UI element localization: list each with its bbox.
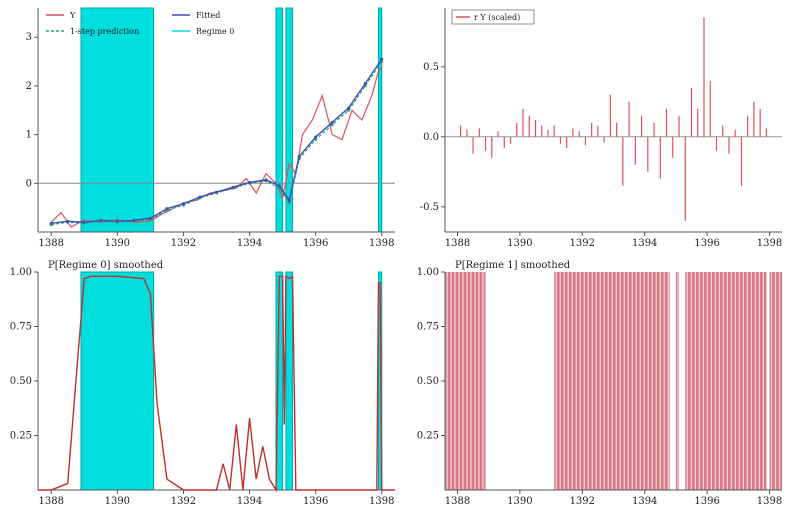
regime0-band (285, 271, 294, 491)
data-point (215, 190, 218, 194)
regime0-band (275, 7, 284, 233)
x-tick-label: 1396 (694, 238, 719, 249)
chart-panel-top-right: 1388 1390 1392 1394 1396 1398 -0.5 0.0 0.5 r Y (s… (420, 8, 782, 249)
data-point (248, 180, 252, 184)
x-tick-label: 1396 (303, 496, 328, 507)
y-tick-label: 2 (26, 81, 32, 92)
data-point (148, 216, 152, 220)
data-point (66, 219, 70, 223)
regime1-band-fill (685, 272, 767, 490)
data-point (99, 218, 103, 222)
y-tick-label: 0.75 (10, 322, 32, 333)
data-point (231, 185, 235, 189)
data-point (347, 106, 351, 110)
regime0-band (80, 271, 155, 491)
data-point (198, 195, 202, 199)
data-point (287, 201, 291, 205)
legend-label: r Y (scaled) (474, 13, 520, 22)
y-tick-label: 0.25 (417, 431, 439, 442)
y-tick-label: 0.0 (423, 132, 439, 143)
regime0-band (80, 7, 155, 233)
y-tick-label: 0.75 (417, 322, 439, 333)
y-tick-label: 0.50 (417, 376, 439, 387)
x-tick-label: 1390 (105, 238, 130, 249)
data-point (380, 57, 384, 61)
y-tick-label: 1 (26, 130, 32, 141)
y-tick-label: 1.00 (10, 267, 32, 278)
legend-one-step: 1-step prediction (46, 27, 139, 36)
y-tick-label: 3 (26, 32, 32, 43)
legend: Y 1-step prediction Fitted Regime 0 (46, 11, 234, 36)
legend-y: Y (46, 11, 76, 20)
data-point (277, 184, 281, 188)
regime0-band (377, 7, 383, 233)
chart-panel-top-left: 1388 1390 1392 1394 1396 1398 0 1 2 3 Y 1-step pred… (26, 7, 395, 249)
panel-title: P[Regime 1] smoothed (455, 260, 571, 271)
x-tick-label: 1394 (632, 496, 657, 507)
x-tick-label: 1398 (757, 238, 782, 249)
chart-panel-bottom-left: 1388 1390 1392 1394 1396 1398 0.25 0.50 0.75 1.00… (10, 260, 395, 507)
x-tick-label: 1392 (171, 238, 196, 249)
data-point (264, 178, 268, 182)
x-tick-label: 1398 (369, 496, 394, 507)
x-tick-label: 1390 (507, 238, 532, 249)
x-tick-label: 1390 (105, 496, 130, 507)
x-tick-label: 1392 (171, 496, 196, 507)
regime1-band (554, 272, 670, 490)
x-tick-label: 1392 (570, 496, 595, 507)
data-point (297, 155, 301, 159)
data-point (330, 120, 334, 124)
y-tick-label: 0.25 (10, 431, 32, 442)
legend: r Y (scaled) (451, 9, 535, 25)
series-p-regime0-line (38, 275, 395, 493)
legend-box (451, 9, 535, 25)
regime1-band (445, 272, 486, 490)
x-tick-label: 1388 (38, 238, 63, 249)
data-point (49, 221, 53, 225)
data-point (330, 123, 334, 127)
data-point (314, 135, 318, 139)
x-tick-label: 1388 (445, 496, 470, 507)
x-tick-label: 1394 (632, 238, 657, 249)
legend-fitted: Fitted (172, 11, 220, 20)
y-tick-label: 1.00 (417, 267, 439, 278)
data-point (115, 219, 119, 223)
regime1-band (675, 272, 680, 490)
y-tick-label: 0.50 (10, 376, 32, 387)
data-point (287, 198, 291, 202)
series-y-line (50, 66, 383, 228)
chart-panel-bottom-right: 1388 1390 1392 1394 1396 1398 0.25 0.50 0.75 1.00… (417, 260, 783, 507)
x-tick-label: 1398 (369, 238, 394, 249)
y-tick-label: -0.5 (420, 202, 439, 213)
legend-label: Fitted (196, 11, 220, 20)
y-tick-label: 0 (26, 178, 32, 189)
data-point (181, 202, 185, 206)
x-tick-label: 1394 (237, 238, 262, 249)
data-point (363, 81, 367, 85)
series-fitted-line (51, 58, 383, 224)
panel-title: P[Regime 0] smoothed (48, 260, 164, 271)
y-tick-label: 0.5 (423, 62, 439, 73)
legend-regime0: Regime 0 (172, 27, 234, 36)
x-tick-label: 1388 (445, 238, 470, 249)
data-point (347, 108, 351, 112)
legend-label: Y (69, 11, 76, 20)
series-one-step-line (51, 61, 383, 226)
x-tick-label: 1388 (38, 496, 63, 507)
x-tick-label: 1394 (237, 496, 262, 507)
data-point (165, 207, 169, 211)
x-tick-label: 1396 (694, 496, 719, 507)
x-tick-label: 1396 (303, 238, 328, 249)
data-point (82, 220, 86, 224)
legend-label: 1-step prediction (70, 27, 139, 36)
regime1-band (769, 272, 782, 490)
x-tick-label: 1398 (757, 496, 782, 507)
data-point (132, 218, 136, 222)
x-tick-label: 1390 (507, 496, 532, 507)
legend-label: Regime 0 (196, 27, 234, 36)
x-tick-label: 1392 (570, 238, 595, 249)
regime1-band (685, 272, 767, 490)
